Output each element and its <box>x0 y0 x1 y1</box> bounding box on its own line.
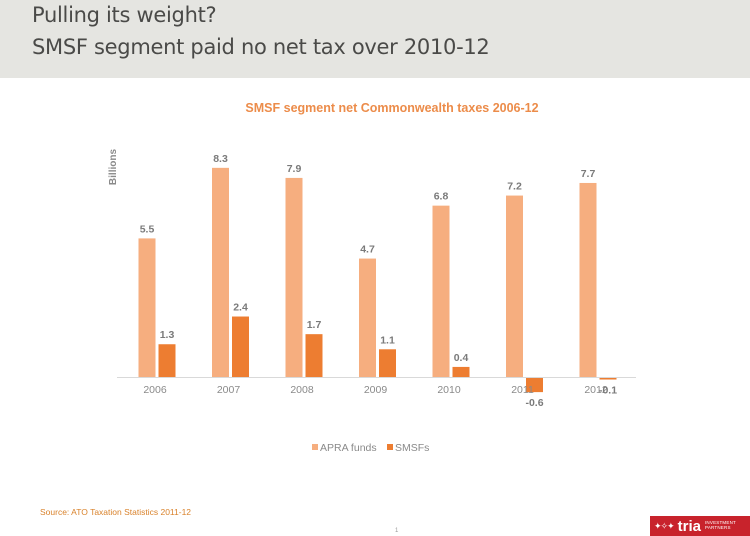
logo-star-icon: ✦✧✦ <box>654 520 675 531</box>
data-label-apra: 4.7 <box>360 244 375 256</box>
tria-logo: ✦✧✦ tria INVESTMENT PARTNERS <box>650 516 750 536</box>
data-label-smsf: 1.7 <box>307 319 322 331</box>
bar-smsf <box>305 334 323 377</box>
bar-apra <box>212 167 229 377</box>
bar-smsf <box>599 377 617 380</box>
bar-apra <box>579 182 597 377</box>
bar-smsf <box>232 316 249 377</box>
data-label-apra: 8.3 <box>213 153 228 165</box>
slide-header: Pulling its weight? SMSF segment paid no… <box>0 0 750 78</box>
data-label-apra: 5.5 <box>140 223 155 235</box>
legend-label-apra: APRA funds <box>320 442 377 454</box>
x-tick-label: 2006 <box>143 384 167 396</box>
legend-swatch-apra <box>312 444 318 450</box>
x-tick-label: 2012 <box>584 384 608 396</box>
data-label-smsf: 1.3 <box>160 329 175 341</box>
page-number: 1 <box>395 528 399 534</box>
x-tick-label: 2011 <box>511 384 534 396</box>
slide-title-line1: Pulling its weight? <box>32 3 217 27</box>
chart-title: SMSF segment net Commonwealth taxes 2006… <box>245 101 538 115</box>
x-tick-label: 2008 <box>290 384 314 396</box>
bar-apra <box>506 195 523 377</box>
logo-subtitle-line1: INVESTMENT <box>704 520 736 526</box>
source-note: Source: ATO Taxation Statistics 2011-12 <box>40 507 192 517</box>
legend-label-smsf: SMSFs <box>395 442 429 454</box>
logo-subtitle: INVESTMENT PARTNERS <box>704 520 736 530</box>
data-label-apra: 7.9 <box>287 163 302 175</box>
slide-title-line2: SMSF segment paid no net tax over 2010-1… <box>32 35 490 59</box>
legend-swatch-smsf <box>387 444 393 450</box>
bars-group <box>138 167 617 393</box>
bar-smsf <box>379 349 396 377</box>
data-label-apra: 7.2 <box>507 181 522 193</box>
data-labels: 5.5 1.3 8.3 2.4 7.9 1.7 4.7 1.1 6.8 0.4 7.2 -0.6 7.7… <box>140 153 618 409</box>
bar-apra <box>359 258 376 377</box>
bar-apra <box>138 238 156 377</box>
data-label-smsf: 1.1 <box>380 334 395 346</box>
bar-smsf <box>452 366 470 377</box>
bar-smsf <box>158 344 176 377</box>
data-label-smsf: -0.1 <box>599 385 617 397</box>
logo-subtitle-line2: PARTNERS <box>704 525 731 530</box>
x-tick-label: 2010 <box>437 384 461 396</box>
data-label-smsf: 0.4 <box>454 352 469 364</box>
bar-apra <box>432 205 450 377</box>
bar-smsf <box>526 377 543 393</box>
data-label-smsf: -0.6 <box>525 397 543 409</box>
bar-apra <box>285 177 303 377</box>
data-label-apra: 6.8 <box>434 191 449 203</box>
legend: APRA funds SMSFs <box>312 442 429 454</box>
data-label-apra: 7.7 <box>581 168 596 180</box>
data-label-smsf: 2.4 <box>233 302 248 314</box>
x-tick-label: 2007 <box>217 384 241 396</box>
x-tick-label: 2009 <box>364 384 388 396</box>
logo-wordmark: tria <box>677 517 701 535</box>
y-axis-label: Billions <box>108 149 119 186</box>
x-axis-ticks: 2006 2007 2008 2009 2010 2011 2012 <box>143 384 608 396</box>
